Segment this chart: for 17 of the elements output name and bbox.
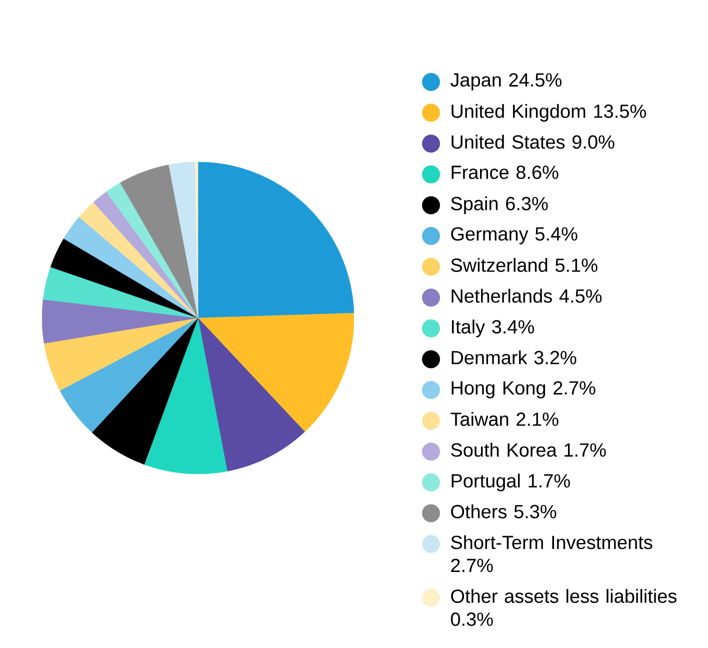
- legend-label: Switzerland 5.1%: [451, 258, 598, 272]
- legend-label: Others 5.3%: [451, 504, 556, 518]
- legend-label: Other assets less liabilities 0.3%: [450, 588, 676, 626]
- legend-label: France 8.6%: [452, 166, 558, 180]
- legend-label: Short-Term Investments 2.7%: [451, 535, 652, 572]
- legend-label: Denmark 3.2%: [452, 350, 576, 364]
- legend-label: Portugal 1.7%: [452, 474, 570, 492]
- legend-label: Italy 3.4%: [452, 320, 534, 338]
- legend-label: Netherlands 4.5%: [452, 288, 602, 303]
- legend-label: Hong Kong 2.7%: [452, 381, 596, 398]
- legend-label: Germany 5.4%: [451, 227, 578, 244]
- legend-label: Spain 6.3%: [451, 196, 548, 214]
- legend-label: United States 9.0%: [452, 134, 614, 149]
- legend-label: United Kingdom 13.5%: [452, 104, 646, 122]
- legend-label: South Korea 1.7%: [451, 442, 606, 457]
- legend-label: Taiwan 2.1%: [450, 412, 558, 426]
- legend-label: Japan 24.5%: [450, 73, 562, 90]
